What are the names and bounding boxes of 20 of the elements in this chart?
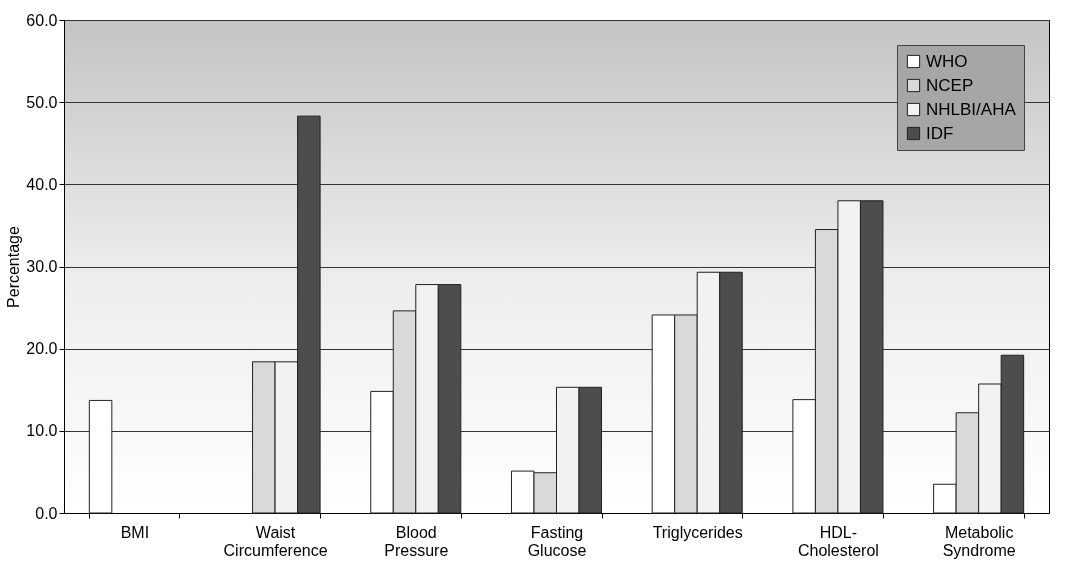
legend-label: IDF [926, 123, 954, 143]
legend-label: NCEP [926, 75, 974, 95]
y-tick-label: 50.0 [26, 93, 58, 111]
y-tick-label: 60.0 [26, 11, 58, 29]
y-tick-label: 10.0 [26, 422, 58, 440]
x-tick-label: Triglycerides [652, 523, 743, 541]
y-tick-label: 40.0 [26, 175, 58, 193]
x-tick-label: Fasting Glucose [527, 523, 587, 559]
y-tick-label: 30.0 [26, 258, 58, 275]
y-tick-label: 0.0 [35, 504, 58, 522]
legend-label: WHO [926, 51, 968, 71]
x-tick-label: Waist Circumference [223, 523, 328, 559]
y-tick-label: 20.0 [26, 340, 58, 358]
y-axis-title: Percentage [5, 225, 23, 308]
x-tick-label: HDL-Cholesterol [797, 523, 879, 559]
legend-label: NHLBI/AHA [926, 99, 1017, 119]
x-tick-label: Metabolic Syndrome [942, 523, 1016, 559]
x-tick-label: Blood Pressure [384, 523, 449, 559]
bar [88, 399, 113, 514]
x-tick-label: BMI [120, 523, 150, 541]
